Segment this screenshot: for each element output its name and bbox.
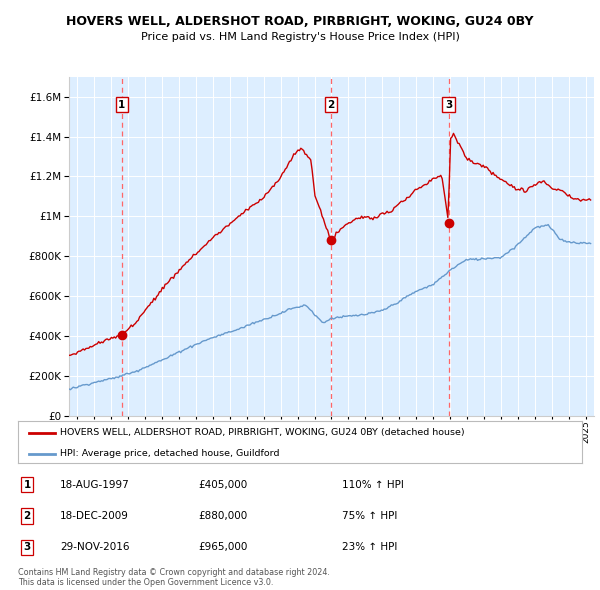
- Text: 3: 3: [23, 542, 31, 552]
- Text: 3: 3: [445, 100, 452, 110]
- Text: 23% ↑ HPI: 23% ↑ HPI: [342, 542, 397, 552]
- Text: £880,000: £880,000: [198, 511, 247, 521]
- Text: £405,000: £405,000: [198, 480, 247, 490]
- Text: 2: 2: [23, 511, 31, 521]
- Text: 75% ↑ HPI: 75% ↑ HPI: [342, 511, 397, 521]
- Text: 110% ↑ HPI: 110% ↑ HPI: [342, 480, 404, 490]
- Text: 18-DEC-2009: 18-DEC-2009: [60, 511, 129, 521]
- Text: Contains HM Land Registry data © Crown copyright and database right 2024.
This d: Contains HM Land Registry data © Crown c…: [18, 568, 330, 587]
- Text: HPI: Average price, detached house, Guildford: HPI: Average price, detached house, Guil…: [60, 450, 280, 458]
- Text: 2: 2: [327, 100, 334, 110]
- Text: £965,000: £965,000: [198, 542, 247, 552]
- Text: Price paid vs. HM Land Registry's House Price Index (HPI): Price paid vs. HM Land Registry's House …: [140, 32, 460, 42]
- Text: HOVERS WELL, ALDERSHOT ROAD, PIRBRIGHT, WOKING, GU24 0BY: HOVERS WELL, ALDERSHOT ROAD, PIRBRIGHT, …: [66, 15, 534, 28]
- Text: HOVERS WELL, ALDERSHOT ROAD, PIRBRIGHT, WOKING, GU24 0BY (detached house): HOVERS WELL, ALDERSHOT ROAD, PIRBRIGHT, …: [60, 428, 465, 437]
- Text: 29-NOV-2016: 29-NOV-2016: [60, 542, 130, 552]
- Text: 1: 1: [118, 100, 125, 110]
- Text: 18-AUG-1997: 18-AUG-1997: [60, 480, 130, 490]
- Text: 1: 1: [23, 480, 31, 490]
